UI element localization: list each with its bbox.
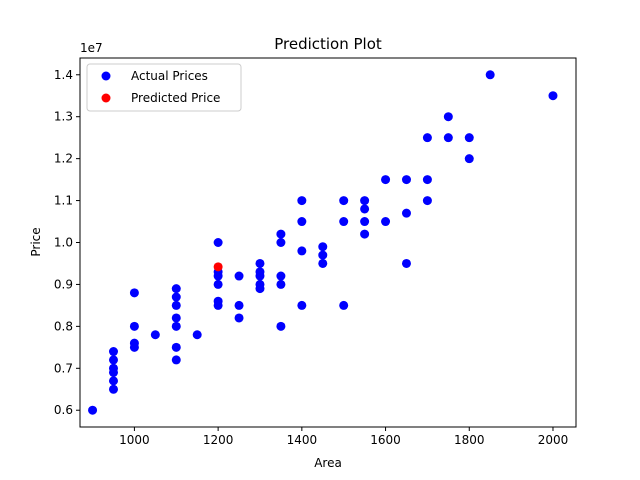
point-actual-prices (129, 338, 139, 348)
point-actual-prices (234, 300, 244, 310)
point-predicted-price (213, 262, 223, 272)
point-actual-prices (485, 70, 495, 80)
point-actual-prices (318, 250, 328, 260)
legend-label-predicted-price: Predicted Price (131, 91, 220, 105)
x-axis-label: Area (314, 456, 342, 470)
point-actual-prices (276, 279, 286, 289)
data-points (88, 70, 558, 415)
point-actual-prices (401, 175, 411, 185)
y-tick-label: 1.0 (54, 236, 73, 250)
point-actual-prices (171, 321, 181, 331)
y-tick-label: 1.2 (54, 152, 73, 166)
point-actual-prices (171, 284, 181, 294)
legend-box (86, 63, 242, 112)
point-actual-prices (297, 246, 307, 256)
point-actual-prices (213, 238, 223, 247)
point-actual-prices (129, 321, 139, 331)
point-actual-prices (213, 279, 223, 289)
point-actual-prices (150, 330, 160, 340)
legend-marker-predicted-price (101, 93, 111, 103)
point-actual-prices (276, 271, 286, 281)
point-actual-prices (171, 313, 181, 323)
x-tick-label: 1400 (287, 433, 318, 447)
point-actual-prices (255, 258, 265, 268)
x-tick-label: 1600 (370, 433, 401, 447)
point-actual-prices (171, 342, 181, 352)
point-actual-prices (381, 175, 391, 185)
point-actual-prices (234, 271, 244, 281)
point-actual-prices (318, 258, 328, 268)
y-tick-label: 0.7 (54, 361, 73, 375)
point-actual-prices (422, 133, 432, 143)
y-axis-label: Price (29, 227, 43, 256)
point-actual-prices (108, 355, 118, 365)
point-actual-prices (297, 196, 307, 206)
point-actual-prices (443, 112, 453, 122)
point-actual-prices (171, 292, 181, 302)
point-actual-prices (401, 208, 411, 218)
point-actual-prices (339, 217, 349, 227)
y-tick-label: 1.3 (54, 110, 73, 124)
y-tick-label: 1.1 (54, 194, 73, 208)
point-actual-prices (255, 267, 265, 277)
point-actual-prices (297, 217, 307, 227)
point-actual-prices (276, 238, 286, 247)
point-actual-prices (129, 288, 139, 298)
point-actual-prices (422, 175, 432, 185)
point-actual-prices (276, 321, 286, 331)
y-tick-label: 0.9 (54, 277, 73, 291)
point-actual-prices (108, 384, 118, 394)
point-actual-prices (360, 229, 370, 239)
point-actual-prices (171, 355, 181, 365)
legend: Actual Prices Predicted Price (86, 63, 242, 112)
point-actual-prices (360, 204, 370, 214)
point-actual-prices (339, 300, 349, 310)
y-tick-label: 1.4 (54, 68, 73, 82)
legend-label-actual-prices: Actual Prices (131, 69, 208, 83)
point-actual-prices (234, 313, 244, 323)
point-actual-prices (276, 229, 286, 239)
legend-marker-actual-prices (101, 71, 111, 81)
point-actual-prices (360, 217, 370, 227)
point-actual-prices (213, 296, 223, 306)
point-actual-prices (443, 133, 453, 143)
point-actual-prices (318, 242, 328, 252)
point-actual-prices (297, 300, 307, 310)
point-actual-prices (108, 347, 118, 357)
x-tick-label: 1000 (119, 433, 150, 447)
x-axis-ticks: 1000 1200 1400 1600 1800 2000 (119, 427, 568, 447)
point-actual-prices (381, 217, 391, 227)
x-tick-label: 2000 (538, 433, 569, 447)
y-tick-label: 0.8 (54, 319, 73, 333)
point-actual-prices (422, 196, 432, 206)
point-actual-prices (360, 196, 370, 206)
x-tick-label: 1800 (454, 433, 485, 447)
point-actual-prices (192, 330, 202, 340)
y-tick-label: 0.6 (54, 403, 73, 417)
x-tick-label: 1200 (203, 433, 234, 447)
y-axis-multiplier: 1e7 (80, 41, 103, 55)
point-actual-prices (401, 258, 411, 268)
point-actual-prices (108, 363, 118, 373)
point-actual-prices (255, 279, 265, 289)
y-axis-ticks: 0.6 0.7 0.8 0.9 1.0 1.1 1.2 1.3 1.4 (54, 68, 80, 417)
point-actual-prices (464, 154, 474, 164)
point-actual-prices (548, 91, 558, 101)
point-actual-prices (464, 133, 474, 143)
point-actual-prices (88, 405, 98, 415)
point-actual-prices (339, 196, 349, 206)
point-actual-prices (108, 376, 118, 386)
point-actual-prices (171, 300, 181, 310)
chart-title: Prediction Plot (274, 35, 382, 53)
